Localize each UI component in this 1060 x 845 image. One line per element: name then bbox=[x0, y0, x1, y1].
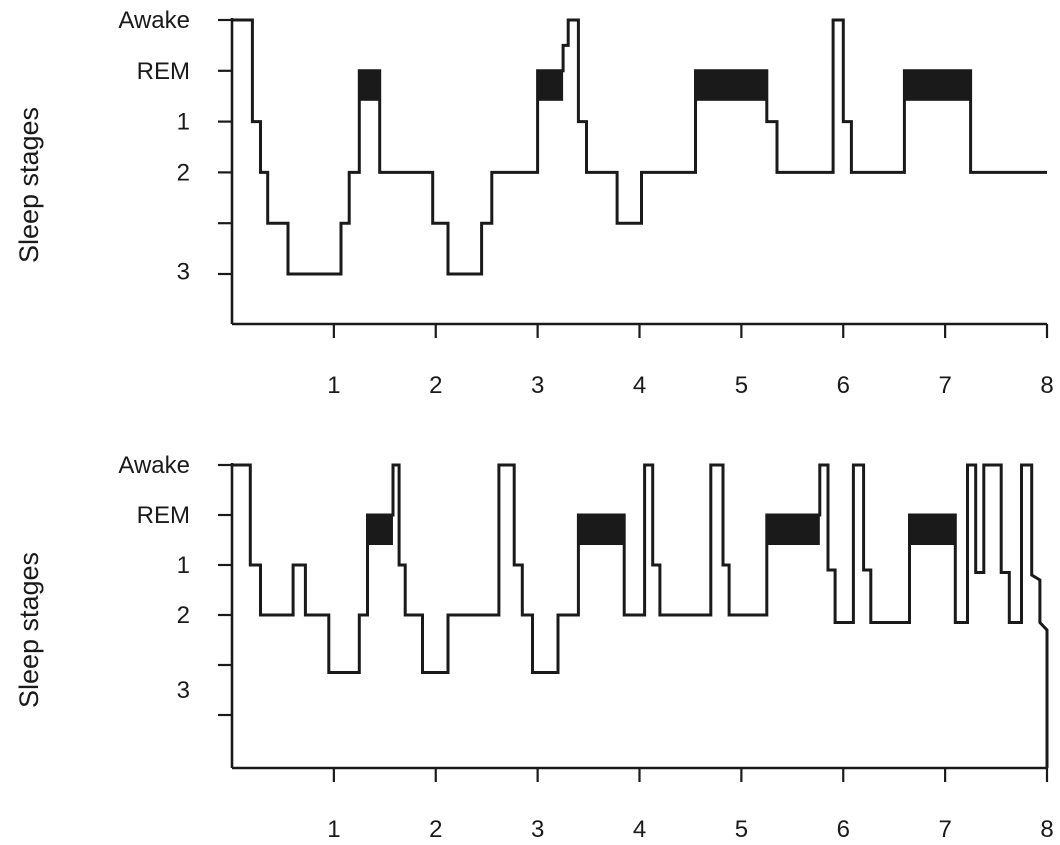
hypnogram-panel-1: Awake REM 1 2 3 1 2 3 4 5 6 7 8 Sleep stages bbox=[14, 7, 1054, 399]
x-tick-label: 7 bbox=[938, 372, 951, 399]
y-tick-label: 2 bbox=[177, 602, 190, 629]
y-tick-label: 2 bbox=[177, 159, 190, 186]
x-tick-label: 4 bbox=[633, 372, 646, 399]
rem-period-block bbox=[766, 515, 820, 545]
x-tick-label: 2 bbox=[429, 816, 442, 843]
hypnogram-line bbox=[232, 18, 1047, 276]
hypnogram-panel-2: Awake REM 1 2 3 1 2 3 4 5 6 7 8 Sleep stages bbox=[14, 452, 1054, 843]
y-tick-label: 1 bbox=[177, 109, 190, 136]
rem-period-block bbox=[695, 70, 767, 101]
y-axis-label: Sleep stages bbox=[14, 552, 44, 708]
y-tick-label: Awake bbox=[118, 452, 190, 479]
x-tick-label: 1 bbox=[327, 372, 340, 399]
y-tick-label: 1 bbox=[177, 552, 190, 579]
y-tick-label: 3 bbox=[177, 258, 190, 285]
rem-period-block bbox=[578, 515, 625, 545]
x-tick-label: 6 bbox=[837, 372, 850, 399]
x-tick-label: 7 bbox=[938, 816, 951, 843]
y-axis-label: Sleep stages bbox=[14, 107, 44, 263]
x-tick-label: 5 bbox=[735, 816, 748, 843]
y-tick-label: REM bbox=[137, 58, 190, 85]
y-tick-label: 3 bbox=[177, 677, 190, 704]
x-tick-label: 4 bbox=[633, 816, 646, 843]
hypnogram-line bbox=[232, 463, 1049, 768]
y-tick-label: Awake bbox=[118, 7, 190, 34]
x-tick-label: 5 bbox=[735, 372, 748, 399]
rem-period-block bbox=[904, 70, 971, 101]
rem-period-block bbox=[537, 70, 564, 101]
x-tick-label: 3 bbox=[531, 372, 544, 399]
x-tick-label: 3 bbox=[531, 816, 544, 843]
rem-period-block bbox=[909, 515, 956, 545]
x-tick-label: 8 bbox=[1040, 372, 1053, 399]
x-tick-label: 2 bbox=[429, 372, 442, 399]
y-tick-label: REM bbox=[137, 502, 190, 529]
rem-period-block bbox=[367, 515, 393, 545]
x-tick-label: 6 bbox=[837, 816, 850, 843]
rem-period-block bbox=[359, 70, 380, 101]
x-tick-label: 1 bbox=[327, 816, 340, 843]
x-tick-label: 8 bbox=[1040, 816, 1053, 843]
